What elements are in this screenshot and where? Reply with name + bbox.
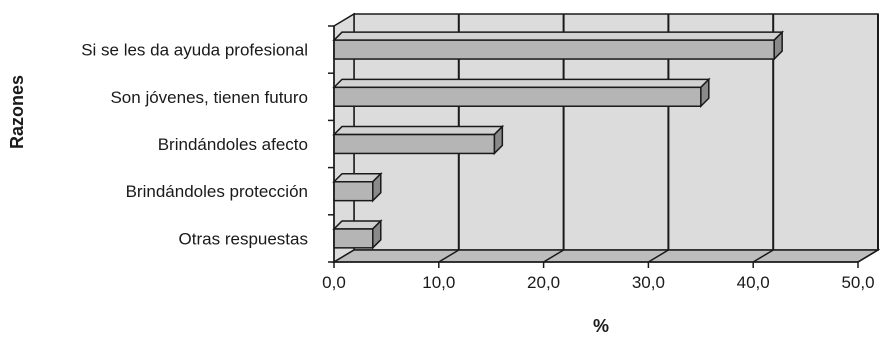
bar bbox=[332, 77, 711, 109]
category-labels: Si se les da ayuda profesional Son jóvene… bbox=[81, 41, 308, 249]
axes bbox=[328, 25, 859, 268]
category-label: Otras respuestas bbox=[179, 229, 308, 248]
floor-line bbox=[438, 249, 460, 263]
bars bbox=[332, 30, 784, 250]
bar bbox=[332, 124, 505, 156]
floor-line bbox=[648, 249, 669, 263]
category-label: Brindándoles protección bbox=[126, 182, 308, 201]
bar bbox=[332, 30, 784, 61]
tick-labels: 0,0 10,0 20,0 30,0 40,0 50,0 bbox=[322, 273, 874, 292]
bar-front bbox=[333, 86, 702, 107]
bar-front bbox=[333, 133, 496, 155]
x-tick-label: 0,0 bbox=[322, 273, 346, 292]
bar-front bbox=[333, 181, 374, 202]
y-axis-title: Razones bbox=[7, 75, 27, 149]
bar-top bbox=[332, 31, 784, 41]
bar bbox=[332, 219, 383, 250]
floor-line bbox=[857, 249, 879, 263]
floor bbox=[331, 249, 880, 263]
x-axis-title: % bbox=[593, 316, 609, 335]
x-tick-label: 10,0 bbox=[422, 273, 455, 292]
bar-top bbox=[332, 125, 505, 136]
bar-top bbox=[332, 78, 711, 89]
category-label: Son jóvenes, tienen futuro bbox=[110, 88, 308, 107]
x-tick-label: 30,0 bbox=[632, 273, 665, 292]
floor-line bbox=[543, 249, 564, 263]
category-label: Si se les da ayuda profesional bbox=[81, 41, 308, 60]
bar-front bbox=[333, 228, 374, 249]
x-tick-label: 40,0 bbox=[737, 273, 770, 292]
bar bbox=[332, 171, 383, 203]
bar-front bbox=[333, 39, 775, 60]
x-tick-label: 20,0 bbox=[527, 273, 560, 292]
floor-line bbox=[752, 249, 774, 263]
category-label: Brindándoles afecto bbox=[158, 135, 308, 154]
x-tick-label: 50,0 bbox=[841, 273, 874, 292]
